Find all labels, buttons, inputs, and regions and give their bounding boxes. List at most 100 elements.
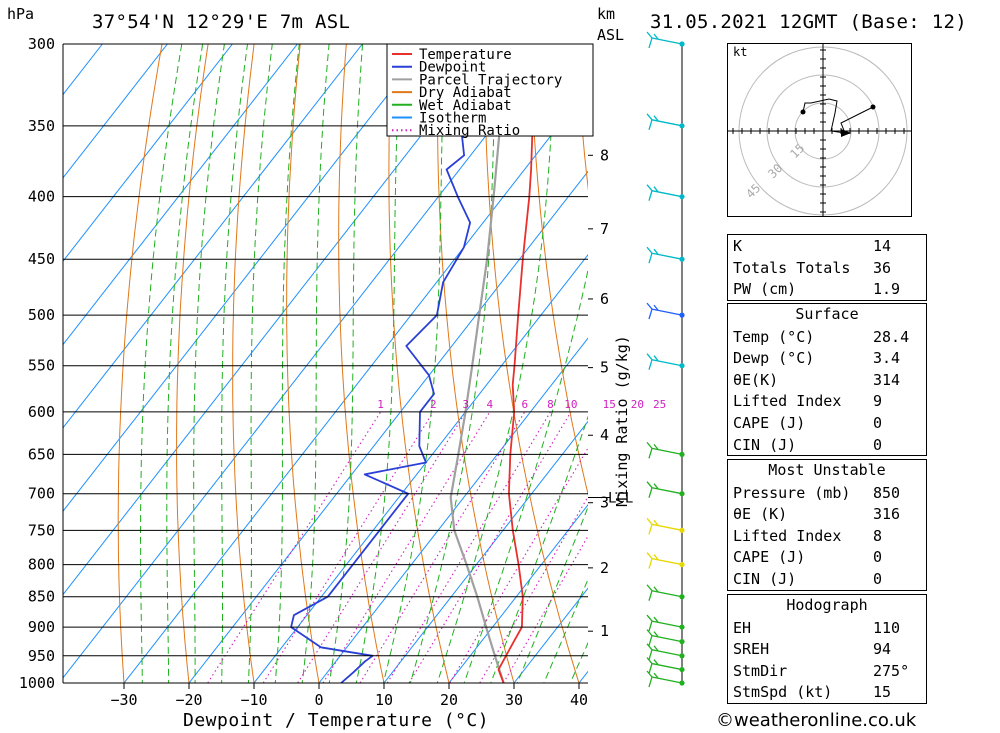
mixing-ratio-line: [408, 411, 572, 683]
hodo-value: 15: [873, 683, 892, 702]
mu-label: Lifted Index: [733, 526, 842, 545]
wind-barb-dot: [679, 653, 685, 659]
km-tick-label: 4: [600, 426, 609, 444]
pressure-tick-label: 350: [28, 117, 55, 135]
hodograph-trace: [802, 98, 874, 134]
pressure-tick-label: 400: [28, 188, 55, 206]
pressure-tick-label: 800: [28, 556, 55, 574]
wind-barb-flag: [646, 657, 653, 664]
dry-adiabat-line: [529, 44, 588, 496]
wind-barb: [646, 657, 685, 674]
mixing-ratio-line: [359, 411, 526, 683]
wet-adiabat-line: [516, 505, 588, 683]
wet-adiabat-line: [274, 44, 300, 683]
copyright-footer[interactable]: ©weatheronline.co.uk: [716, 710, 917, 731]
mu-row: Pressure (mb) 850: [728, 482, 926, 504]
wind-barb-flag: [653, 304, 659, 311]
dry-adiabat-line: [117, 44, 163, 683]
surface-label: θE(K): [733, 370, 779, 389]
hodo-label: SREH: [733, 640, 770, 659]
index-value: 1.9: [873, 280, 901, 299]
hodograph-stats-title: Hodograph: [786, 596, 868, 614]
isotherm-line: [123, 87, 588, 683]
wind-barb-dot: [679, 680, 685, 686]
legend-label: Temperature: [419, 47, 512, 63]
wet-adiabat-line: [490, 415, 588, 683]
pressure-tick-label: 850: [28, 588, 55, 606]
wet-adiabat-line: [355, 44, 402, 683]
wind-barb-dot: [679, 491, 685, 497]
wind-barb-flag: [653, 248, 659, 255]
isotherm-line: [63, 44, 233, 263]
hodograph-unit-label: kt: [733, 45, 748, 59]
km-tick-label: 6: [600, 290, 609, 308]
pressure-tick-label: 550: [28, 357, 55, 375]
wind-barb-flag: [646, 481, 653, 489]
pressure-tick-label: 950: [28, 647, 55, 665]
index-value: 36: [873, 258, 892, 277]
lcl-label: LCL: [608, 490, 633, 506]
wind-barb-flag: [653, 483, 659, 490]
km-tick-label: 7: [600, 220, 609, 238]
wind-barb-shaft: [648, 649, 683, 660]
indices-panel: K 14 Totals Totals 36 PW (cm) 1.9: [727, 234, 927, 301]
wet-adiabat-line: [247, 44, 273, 683]
wind-barb-flag: [653, 33, 659, 40]
hodo-label: StmDir: [733, 661, 788, 680]
wind-barb-shaft: [648, 589, 683, 601]
mixing-ratio-axis-title: Mixing Ratio (g/kg): [613, 335, 631, 507]
dry-adiabat-line: [338, 44, 385, 683]
mixing-ratio-line: [386, 411, 551, 683]
isotherm-line: [383, 420, 588, 683]
wind-barb-flag: [646, 552, 653, 559]
isotherm-line: [63, 44, 168, 179]
wind-barb-flag: [646, 629, 653, 637]
wind-barb-flag: [646, 113, 653, 121]
wind-barb-flag: [653, 443, 659, 450]
wind-barb-flag: [646, 441, 653, 449]
mixing-ratio-line: [297, 411, 467, 683]
mu-value: 0: [873, 548, 883, 567]
wind-barb-flag: [653, 616, 659, 623]
wind-barb-flag: [646, 517, 653, 525]
legend-label: Wet Adiabat: [419, 98, 512, 114]
wind-barb: [646, 184, 685, 201]
wind-barb-flag: [646, 643, 653, 651]
pressure-tick-label: 450: [28, 250, 55, 268]
mixing-ratio-label: 10: [564, 398, 577, 411]
legend-label: Dry Adiabat: [419, 85, 512, 101]
wind-barb-flag: [646, 353, 653, 361]
wet-adiabat-line: [436, 44, 556, 683]
wet-adiabat-line: [193, 44, 225, 683]
surface-value: 0: [873, 435, 883, 454]
index-label: K: [733, 237, 743, 255]
storm-motion-arrow-icon: [841, 129, 851, 137]
pressure-unit-label: hPa: [7, 5, 35, 23]
mixing-ratio-label: 4: [486, 398, 493, 411]
wind-barb: [646, 302, 685, 320]
hodograph-ring-label: 15: [787, 141, 807, 161]
mu-row: θE (K) 316: [728, 503, 926, 525]
wind-barb-flag: [653, 672, 659, 679]
wind-barb-dot: [679, 527, 685, 533]
wind-barb: [646, 614, 685, 632]
wind-barb-shaft: [648, 634, 683, 646]
surface-label: Dewp (°C): [733, 349, 815, 368]
wind-barb-shaft: [648, 252, 683, 264]
x-tick-label: 40: [570, 691, 588, 709]
legend-label: Isotherm: [419, 111, 486, 127]
wind-barb: [646, 441, 685, 459]
wind-barb-dot: [679, 123, 685, 129]
mixing-ratio-line: [449, 446, 588, 683]
pressure-tick-label: 500: [28, 306, 55, 324]
index-label: PW (cm): [733, 280, 797, 299]
wind-barb: [646, 670, 685, 688]
index-value: 14: [873, 237, 892, 255]
pressure-tick-label: 600: [28, 403, 55, 421]
wind-barb: [646, 552, 685, 569]
dewpoint-line: [290, 44, 495, 683]
hodograph-panel: 15 30 45 kt: [727, 43, 912, 217]
wind-barb-shaft: [648, 308, 683, 320]
